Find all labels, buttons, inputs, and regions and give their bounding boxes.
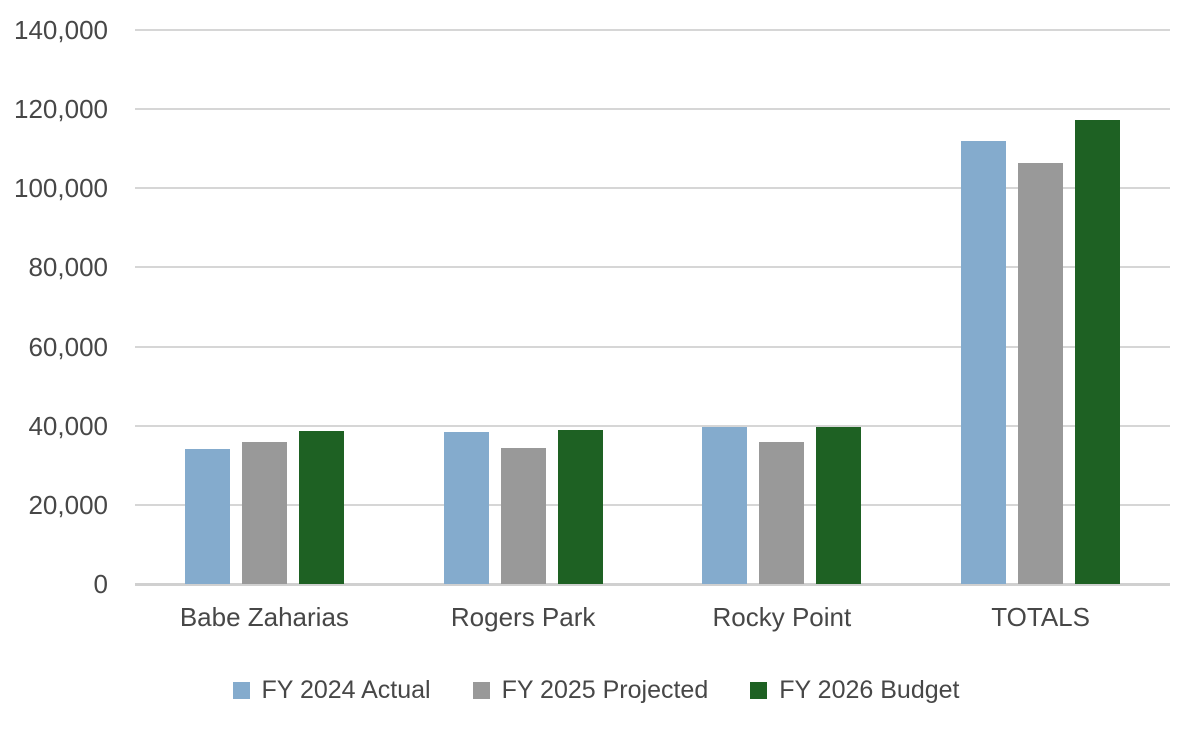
x-tick-label-rocky-point: Rocky Point [712, 602, 852, 632]
legend-swatch-icon [750, 682, 768, 699]
gridline-20000 [135, 503, 1170, 506]
y-tick-label-60000: 60,000 [28, 331, 108, 362]
y-tick-label-120000: 120,000 [14, 94, 108, 125]
bar-fy-2026-budget-rogers-park [557, 430, 603, 584]
gridline-60000 [135, 345, 1170, 348]
legend-item-fy-2025-projected: FY 2025 Projected [472, 676, 709, 705]
y-tick-label-100000: 100,000 [14, 173, 108, 204]
x-tick-label-totals: TOTALS [991, 602, 1090, 632]
bar-fy-2025-projected-babe-zaharias [241, 442, 287, 584]
bar-fy-2026-budget-totals [1075, 120, 1121, 584]
bar-fy-2026-budget-babe-zaharias [298, 431, 344, 584]
bar-fy-2024-actual-rogers-park [443, 432, 489, 584]
y-tick-label-140000: 140,000 [14, 15, 108, 45]
legend-label: FY 2024 Actual [261, 676, 431, 704]
gridline-100000 [135, 187, 1170, 190]
legend-swatch-icon [232, 682, 250, 699]
bar-group-rogers-park [394, 30, 653, 584]
bar-groups [135, 30, 1170, 584]
bar-group-rocky-point [653, 30, 912, 584]
bar-group-totals [911, 30, 1170, 584]
y-tick-label-20000: 20,000 [28, 489, 108, 520]
legend-label: FY 2026 Budget [779, 676, 960, 704]
bar-fy-2025-projected-rogers-park [500, 448, 546, 584]
bar-fy-2025-projected-totals [1018, 163, 1064, 584]
legend-item-fy-2026-budget: FY 2026 Budget [750, 676, 959, 705]
gridline-120000 [135, 108, 1170, 111]
gridline-140000 [135, 29, 1170, 31]
y-tick-label-80000: 80,000 [28, 252, 108, 283]
legend-label: FY 2025 Projected [501, 676, 709, 704]
bar-fy-2025-projected-rocky-point [759, 442, 805, 584]
gridline-80000 [135, 266, 1170, 269]
y-tick-label-0: 0 [93, 569, 108, 599]
bar-group-babe-zaharias [135, 30, 394, 584]
bar-fy-2024-actual-rocky-point [702, 427, 748, 584]
legend: FY 2024 Actual FY 2025 Projected FY 2026 B… [0, 676, 1192, 705]
x-axis-line [135, 583, 1170, 586]
bar-fy-2024-actual-totals [961, 141, 1007, 584]
legend-item-fy-2024-actual: FY 2024 Actual [232, 676, 431, 705]
bar-fy-2026-budget-rocky-point [816, 427, 862, 584]
y-tick-label-40000: 40,000 [28, 410, 108, 441]
plot-area [135, 29, 1170, 586]
x-tick-label-rogers-park: Rogers Park [450, 602, 596, 632]
bar-fy-2024-actual-babe-zaharias [184, 449, 230, 584]
legend-swatch-icon [472, 682, 490, 699]
x-axis: Babe Zaharias Rogers Park Rocky Point TOTAL… [135, 602, 1170, 633]
x-tick-label-babe-zaharias: Babe Zaharias [179, 602, 349, 632]
gridline-40000 [135, 424, 1170, 427]
